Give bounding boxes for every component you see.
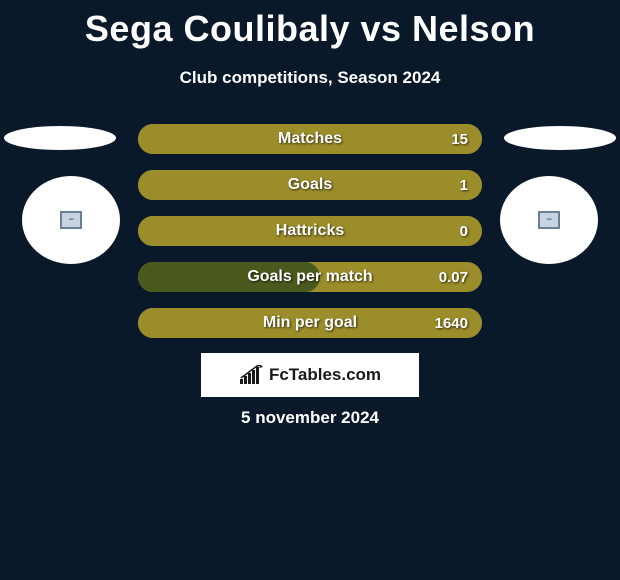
stat-bar-label: Matches	[278, 130, 342, 148]
stat-bar: Min per goal 1640	[138, 308, 482, 338]
stat-bar: Hattricks 0	[138, 216, 482, 246]
stat-bar-label: Min per goal	[263, 314, 357, 332]
stat-bar: Matches 15	[138, 124, 482, 154]
stat-bar-label: Goals per match	[247, 268, 372, 286]
stat-bar-label: Goals	[288, 176, 332, 194]
stat-bar: Goals per match 0.07	[138, 262, 482, 292]
subtitle: Club competitions, Season 2024	[0, 68, 620, 88]
stat-bar-value: 15	[451, 131, 468, 148]
page-title: Sega Coulibaly vs Nelson	[0, 0, 620, 50]
stat-bar-label: Hattricks	[276, 222, 344, 240]
bar-chart-icon	[239, 365, 263, 385]
placeholder-icon: ▪▪▪	[538, 211, 560, 229]
player-left-badge: ▪▪▪	[22, 176, 120, 264]
player-right-name-pill	[504, 126, 616, 150]
player-left-name-pill	[4, 126, 116, 150]
player-right-badge: ▪▪▪	[500, 176, 598, 264]
brand-box: FcTables.com	[201, 353, 419, 397]
stat-bar-value: 1640	[435, 315, 468, 332]
stat-bar-value: 0.07	[439, 269, 468, 286]
stat-bar-value: 1	[460, 177, 468, 194]
placeholder-icon: ▪▪▪	[60, 211, 82, 229]
brand-text: FcTables.com	[269, 365, 381, 385]
stats-bars: Matches 15 Goals 1 Hattricks 0 Goals per match…	[138, 124, 482, 354]
date-text: 5 november 2024	[0, 408, 620, 428]
stat-bar-value: 0	[460, 223, 468, 240]
stat-bar: Goals 1	[138, 170, 482, 200]
